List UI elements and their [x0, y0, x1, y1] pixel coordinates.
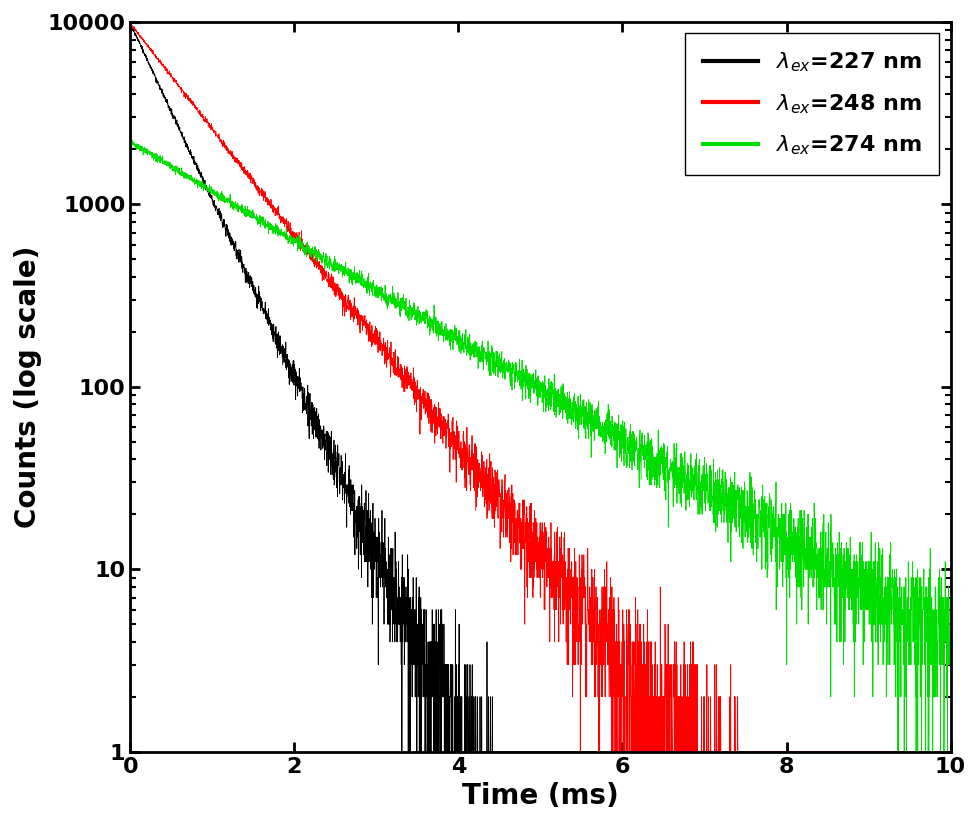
$\lambda_{ex}$=248 nm — [124, 18, 136, 28]
$\lambda_{ex}$=227 nm — [396, 747, 408, 756]
Y-axis label: Counts (log scale): Counts (log scale) — [14, 246, 42, 528]
$\lambda_{ex}$=274 nm — [124, 140, 136, 150]
$\lambda_{ex}$=248 nm — [945, 747, 956, 756]
$\lambda_{ex}$=274 nm — [920, 747, 932, 756]
$\lambda_{ex}$=227 nm — [720, 747, 732, 756]
$\lambda_{ex}$=248 nm — [720, 747, 732, 756]
$\lambda_{ex}$=274 nm — [720, 475, 732, 485]
$\lambda_{ex}$=248 nm — [514, 537, 526, 547]
$\lambda_{ex}$=274 nm — [126, 135, 138, 145]
$\lambda_{ex}$=274 nm — [879, 619, 891, 629]
$\lambda_{ex}$=248 nm — [879, 747, 891, 756]
$\lambda_{ex}$=227 nm — [514, 747, 526, 756]
$\lambda_{ex}$=274 nm — [892, 747, 904, 756]
$\lambda_{ex}$=227 nm — [879, 747, 891, 756]
$\lambda_{ex}$=248 nm — [469, 455, 481, 465]
Line: $\lambda_{ex}$=227 nm: $\lambda_{ex}$=227 nm — [130, 23, 951, 751]
$\lambda_{ex}$=274 nm — [475, 340, 487, 350]
Line: $\lambda_{ex}$=248 nm: $\lambda_{ex}$=248 nm — [130, 23, 951, 751]
$\lambda_{ex}$=227 nm — [920, 747, 932, 756]
Line: $\lambda_{ex}$=274 nm: $\lambda_{ex}$=274 nm — [130, 140, 951, 751]
X-axis label: Time (ms): Time (ms) — [462, 782, 618, 810]
$\lambda_{ex}$=227 nm — [469, 692, 481, 702]
$\lambda_{ex}$=227 nm — [945, 747, 956, 756]
Legend: $\lambda_{ex}$=227 nm, $\lambda_{ex}$=248 nm, $\lambda_{ex}$=274 nm: $\lambda_{ex}$=227 nm, $\lambda_{ex}$=24… — [685, 33, 940, 175]
$\lambda_{ex}$=227 nm — [124, 18, 136, 28]
$\lambda_{ex}$=274 nm — [945, 637, 956, 647]
$\lambda_{ex}$=227 nm — [476, 747, 488, 756]
$\lambda_{ex}$=227 nm — [124, 19, 136, 29]
$\lambda_{ex}$=248 nm — [574, 747, 586, 756]
$\lambda_{ex}$=248 nm — [919, 747, 931, 756]
$\lambda_{ex}$=274 nm — [469, 336, 481, 346]
$\lambda_{ex}$=248 nm — [475, 483, 487, 493]
$\lambda_{ex}$=274 nm — [514, 378, 526, 388]
